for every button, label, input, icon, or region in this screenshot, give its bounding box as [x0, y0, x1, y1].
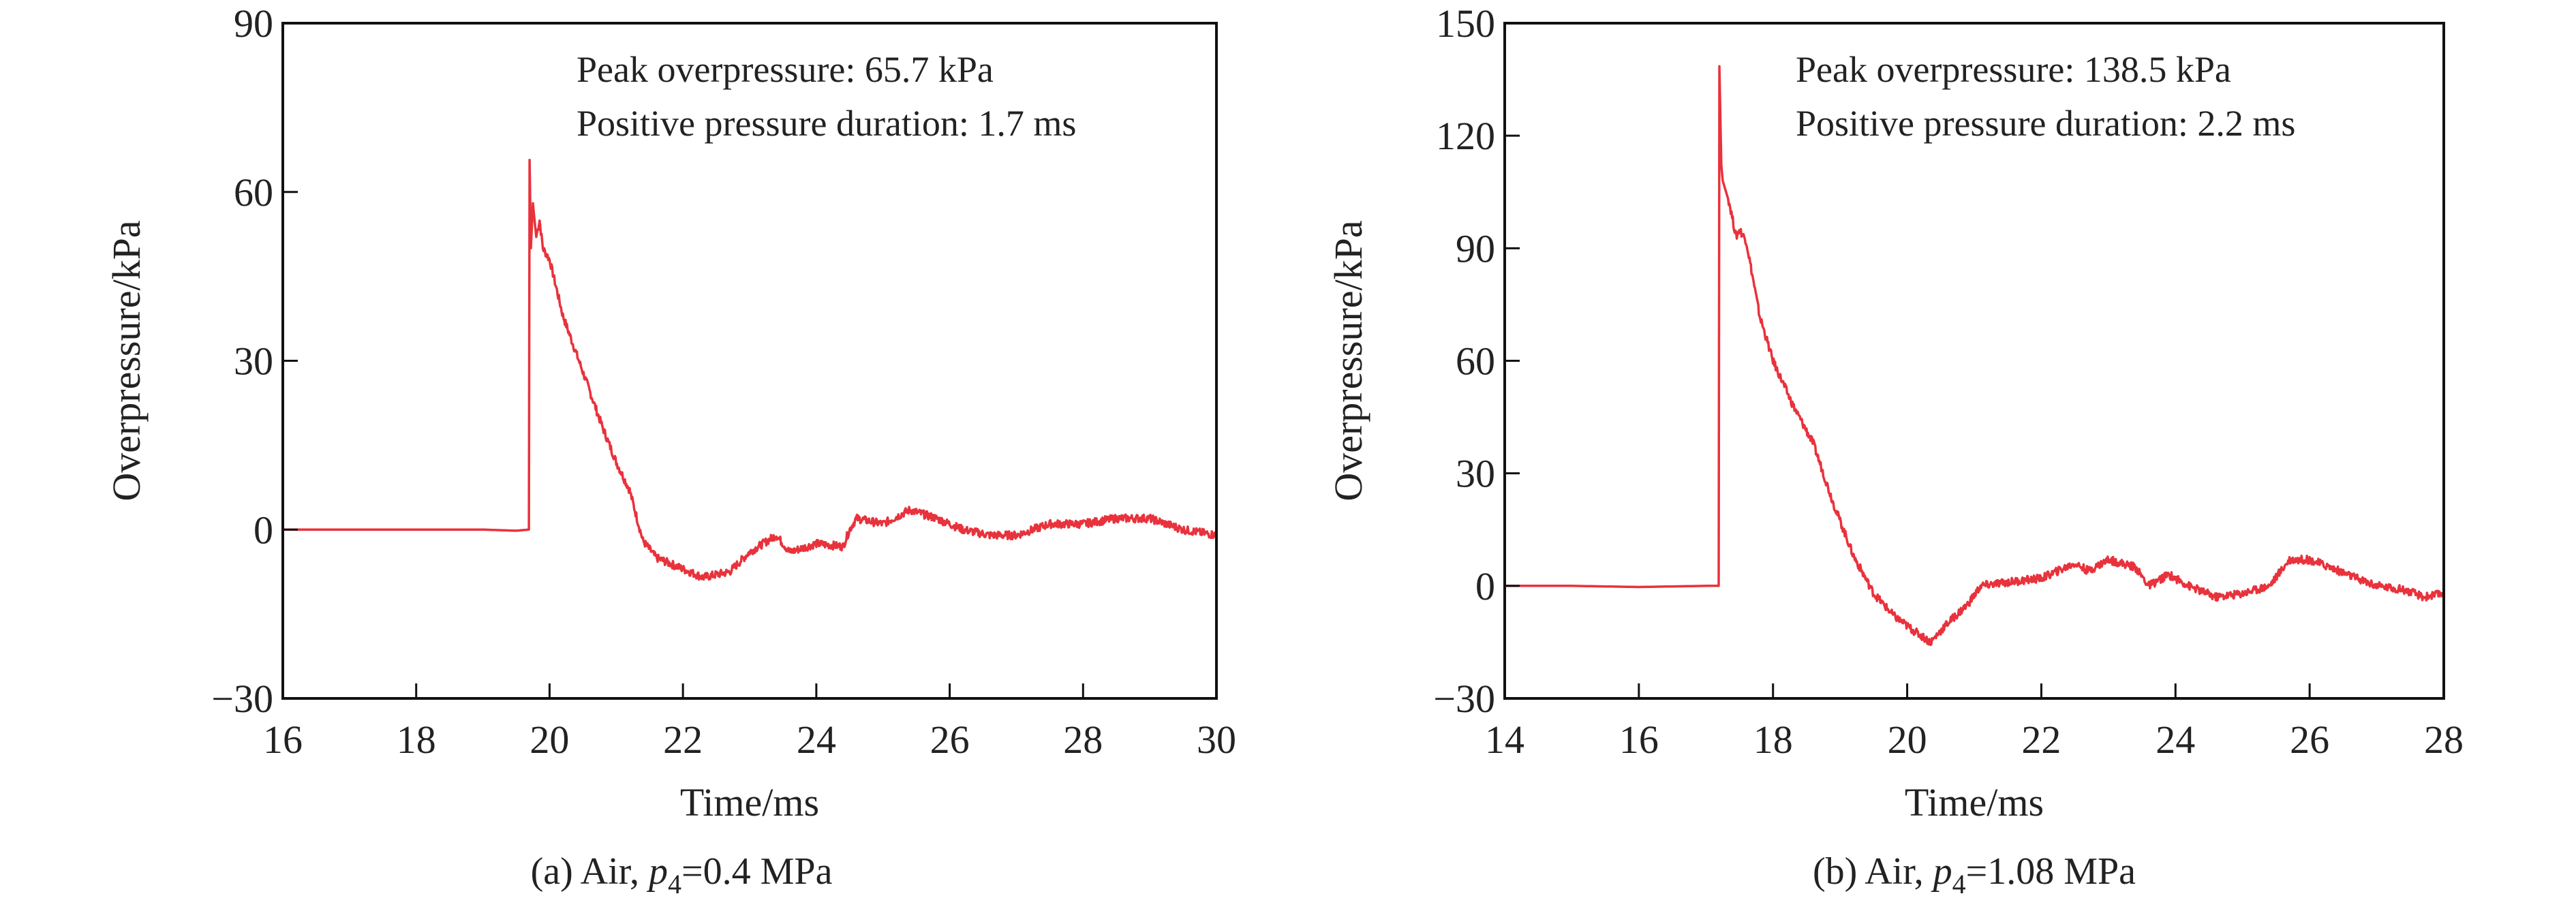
x-tick-label: 22 [663, 717, 703, 762]
x-tick-label: 20 [1888, 717, 1927, 762]
y-tick-label: 60 [234, 170, 273, 215]
y-tick-label: 30 [234, 339, 273, 384]
x-tick-label: 20 [530, 717, 569, 762]
y-tick-label: −30 [211, 677, 273, 721]
y-tick-label: 60 [1456, 339, 1495, 384]
series-line-overpressure [282, 158, 1217, 581]
x-tick-label: 18 [397, 717, 436, 762]
y-tick-label: 120 [1436, 114, 1495, 158]
y-axis-label: Overpressure/kPa [1326, 220, 1370, 501]
caption-prefix: (a) Air, [531, 850, 649, 893]
annotation-peak-overpressure: Peak overpressure: 138.5 kPa [1796, 49, 2231, 90]
x-tick-label: 30 [1197, 717, 1236, 762]
y-tick-label: 150 [1436, 1, 1495, 46]
annotation-positive-duration: Positive pressure duration: 1.7 ms [577, 103, 1076, 144]
caption-suffix: =0.4 MPa [681, 850, 833, 893]
figure-caption: (b) Air, p4=1.08 MPa [1813, 850, 2136, 899]
caption-suffix: =1.08 MPa [1966, 850, 2136, 893]
caption-subscript: 4 [1952, 869, 1966, 899]
y-tick-label: 0 [254, 508, 273, 552]
y-tick-label: −30 [1433, 677, 1495, 721]
y-axis-label: Overpressure/kPa [104, 220, 149, 501]
annotation-positive-duration: Positive pressure duration: 2.2 ms [1796, 103, 2295, 144]
y-tick-label: 90 [1456, 226, 1495, 271]
x-tick-label: 28 [2424, 717, 2464, 762]
x-tick-label: 22 [2021, 717, 2061, 762]
y-tick-label: 90 [234, 1, 273, 46]
x-tick-label: 24 [2156, 717, 2195, 762]
chart-a: 16 18 20 22 24 26 28 30 −30 0 30 60 90 Time/ms Overpre… [104, 1, 1236, 899]
x-tick-label: 14 [1485, 717, 1524, 762]
annotation-peak-overpressure: Peak overpressure: 65.7 kPa [577, 49, 994, 90]
y-tick-label: 0 [1475, 564, 1495, 608]
figure-caption: (a) Air, p4=0.4 MPa [531, 850, 833, 899]
x-axis-label: Time/ms [680, 780, 819, 824]
x-tick-label: 24 [797, 717, 836, 762]
x-tick-label: 28 [1063, 717, 1103, 762]
x-tick-label: 26 [930, 717, 970, 762]
caption-variable: p [1931, 850, 1952, 893]
x-tick-label: 16 [263, 717, 303, 762]
x-tick-label: 18 [1753, 717, 1793, 762]
x-axis-label: Time/ms [1905, 780, 2044, 824]
series-line-overpressure [1504, 65, 2445, 647]
x-tick-label: 16 [1619, 717, 1659, 762]
caption-subscript: 4 [668, 869, 681, 899]
caption-prefix: (b) Air, [1813, 850, 1933, 893]
y-tick-label: 30 [1456, 452, 1495, 496]
x-tick-label: 26 [2290, 717, 2329, 762]
chart-b: 14 16 18 20 22 24 26 28 −30 0 30 60 90 120 150 Time/ms O… [1326, 1, 2464, 899]
caption-variable: p [646, 850, 668, 893]
